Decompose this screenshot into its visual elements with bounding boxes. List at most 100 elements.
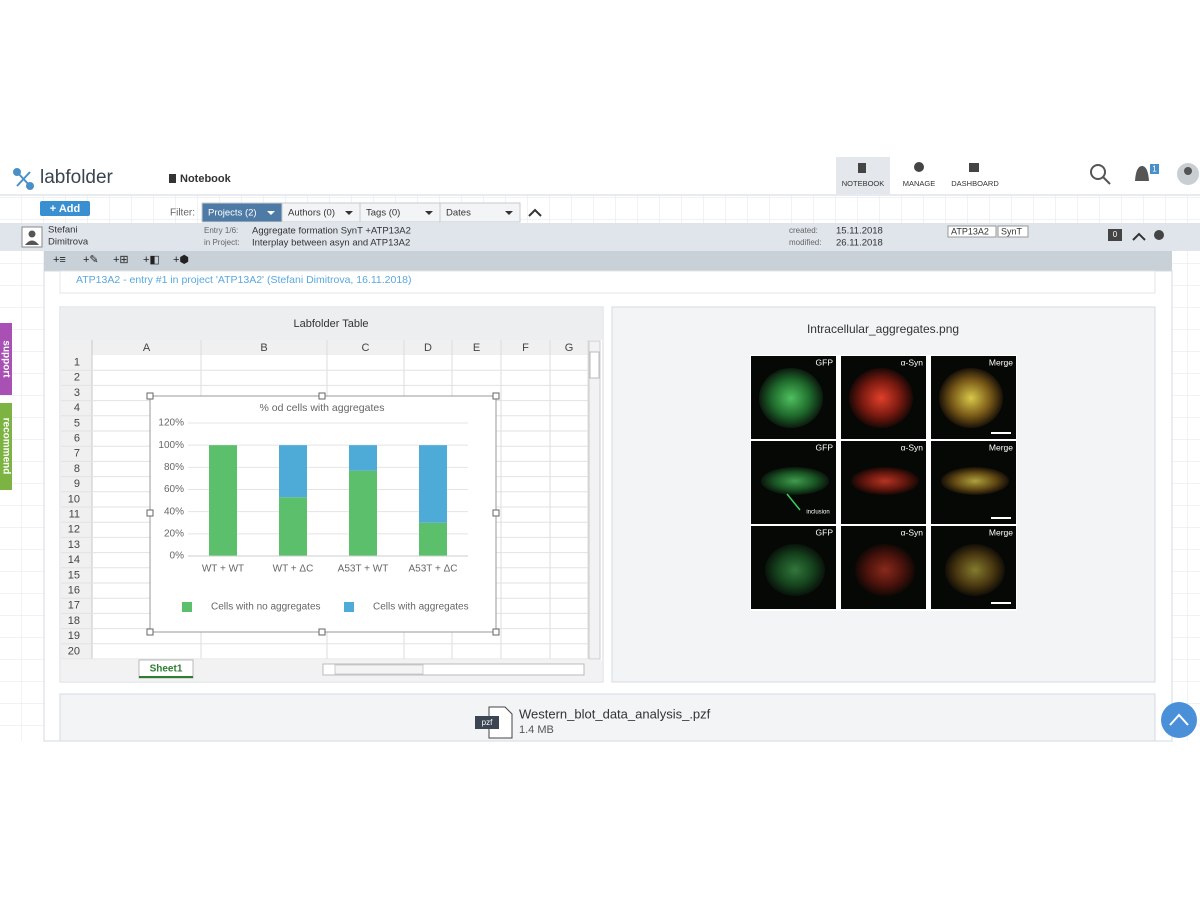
resize-handle[interactable]: [318, 628, 326, 636]
bar: [419, 522, 447, 556]
entry-title[interactable]: Aggregate formation SynT +ATP13A2: [252, 226, 411, 237]
row-label: 3: [74, 387, 80, 399]
cell: [939, 368, 1003, 428]
scroll-top[interactable]: [1161, 702, 1197, 738]
filters: Projects (2) Authors (0) Tags (0) Dates: [201, 202, 521, 223]
sheet-name[interactable]: Sheet1: [150, 664, 183, 675]
image-title: Intracellular_aggregates.png: [807, 322, 959, 336]
resize-handle[interactable]: [492, 509, 500, 517]
project[interactable]: Interplay between asyn and ATP13A2: [252, 238, 410, 249]
filter-label: Filter:: [170, 208, 195, 219]
link-box: [59, 270, 1156, 294]
tool-button[interactable]: +⬢: [173, 254, 189, 266]
badge: [1150, 164, 1159, 174]
panel-label: α-Syn: [901, 357, 924, 367]
bell-icon[interactable]: [1135, 166, 1149, 181]
panel-label: Merge: [989, 357, 1013, 367]
filter-label: Dates: [446, 208, 471, 219]
support-tab[interactable]: [0, 323, 12, 395]
file-name[interactable]: Western_blot_data_analysis_.pzf: [519, 706, 711, 721]
y-tick-label: 100%: [158, 440, 184, 451]
file-type-badge: [475, 716, 499, 729]
cell: [759, 368, 823, 428]
search-icon[interactable]: [1090, 164, 1111, 185]
h-scroll-thumb[interactable]: [334, 664, 424, 675]
add-button[interactable]: [40, 201, 90, 216]
resize-handle[interactable]: [146, 509, 154, 517]
created-label: created:: [789, 226, 818, 235]
column-label: A: [143, 342, 151, 354]
column-label: D: [424, 342, 432, 354]
row-label: 4: [74, 402, 80, 414]
panel-label: α-Syn: [901, 527, 924, 537]
v-scrollbar[interactable]: [588, 340, 601, 660]
row-label: 20: [68, 645, 80, 657]
comment-count: 0: [1113, 230, 1118, 239]
file-type: pzf: [482, 718, 493, 727]
comment-icon[interactable]: [1108, 229, 1122, 241]
nav-item[interactable]: MANAGE: [903, 179, 936, 188]
tag[interactable]: [997, 225, 1029, 238]
legend-swatch: [344, 602, 354, 612]
cell: [849, 368, 913, 428]
resize-handle[interactable]: [318, 392, 326, 400]
collapse-icon[interactable]: [528, 208, 542, 217]
dropdown-arrow: [345, 211, 353, 215]
modified-label: modified:: [789, 238, 821, 247]
nav-item[interactable]: DASHBOARD: [951, 179, 999, 188]
micrograph: GFP α-Syn Merge GFP α-Syn Merge GFP α-Syn Merge i…: [751, 356, 1016, 609]
created: 15.11.2018: [836, 226, 883, 237]
row-label: 19: [68, 630, 80, 642]
annotation: inclusion: [806, 510, 829, 516]
nav-icon: [914, 162, 924, 172]
cell: [851, 467, 919, 495]
recommend-tab[interactable]: [0, 403, 12, 490]
tool-button[interactable]: +⊞: [113, 254, 129, 266]
row-label: 9: [74, 478, 80, 490]
file-size: 1.4 MB: [519, 724, 554, 736]
row-label: 8: [74, 463, 80, 475]
support-label: support: [0, 340, 11, 378]
resize-handle[interactable]: [146, 628, 154, 636]
tag[interactable]: [947, 225, 997, 238]
row-label: 5: [74, 417, 80, 429]
dropdown-arrow: [267, 211, 275, 215]
resize-handle[interactable]: [146, 392, 154, 400]
notebook-icon: [169, 174, 176, 183]
filter-label: Projects (2): [208, 208, 257, 219]
row-label: 7: [74, 448, 80, 460]
avatar-body: [25, 240, 39, 245]
legend-label: Cells with no aggregates: [211, 602, 321, 613]
tool-button[interactable]: +✎: [83, 254, 99, 266]
cell: [761, 467, 829, 495]
h-scrollbar[interactable]: [322, 663, 585, 676]
tags: ATP13A2 SynT: [947, 225, 1029, 238]
legend-label: Cells with aggregates: [373, 602, 469, 613]
panel-label: GFP: [816, 442, 834, 452]
bar: [349, 445, 377, 471]
row-label: 6: [74, 433, 80, 445]
table-titlebar: [61, 308, 602, 340]
author: Dimitrova: [48, 237, 89, 248]
y-tick-label: 80%: [164, 462, 184, 473]
tool-button[interactable]: +≡: [53, 254, 66, 266]
settings-icon[interactable]: [1154, 230, 1164, 240]
row-label: 17: [68, 600, 80, 612]
file-icon[interactable]: [488, 706, 513, 739]
nav-icon: [969, 163, 979, 172]
resize-handle[interactable]: [492, 392, 500, 400]
tag-label: SynT: [1001, 226, 1023, 236]
entry-link[interactable]: ATP13A2 - entry #1 in project 'ATP13A2' …: [76, 274, 412, 286]
logo[interactable]: labfolder: [40, 167, 114, 188]
resize-handle[interactable]: [492, 628, 500, 636]
tool-button[interactable]: +◧: [143, 254, 160, 266]
nav-item[interactable]: NOTEBOOK: [842, 179, 885, 188]
column-label: E: [473, 342, 480, 354]
filter-button[interactable]: [439, 202, 521, 223]
collapse-icon[interactable]: [1132, 232, 1146, 241]
y-tick-label: 120%: [158, 418, 184, 429]
chart: % od cells with aggregates 0% 20% 40% 60% 80%…: [146, 392, 500, 636]
scroll-thumb[interactable]: [589, 351, 600, 379]
